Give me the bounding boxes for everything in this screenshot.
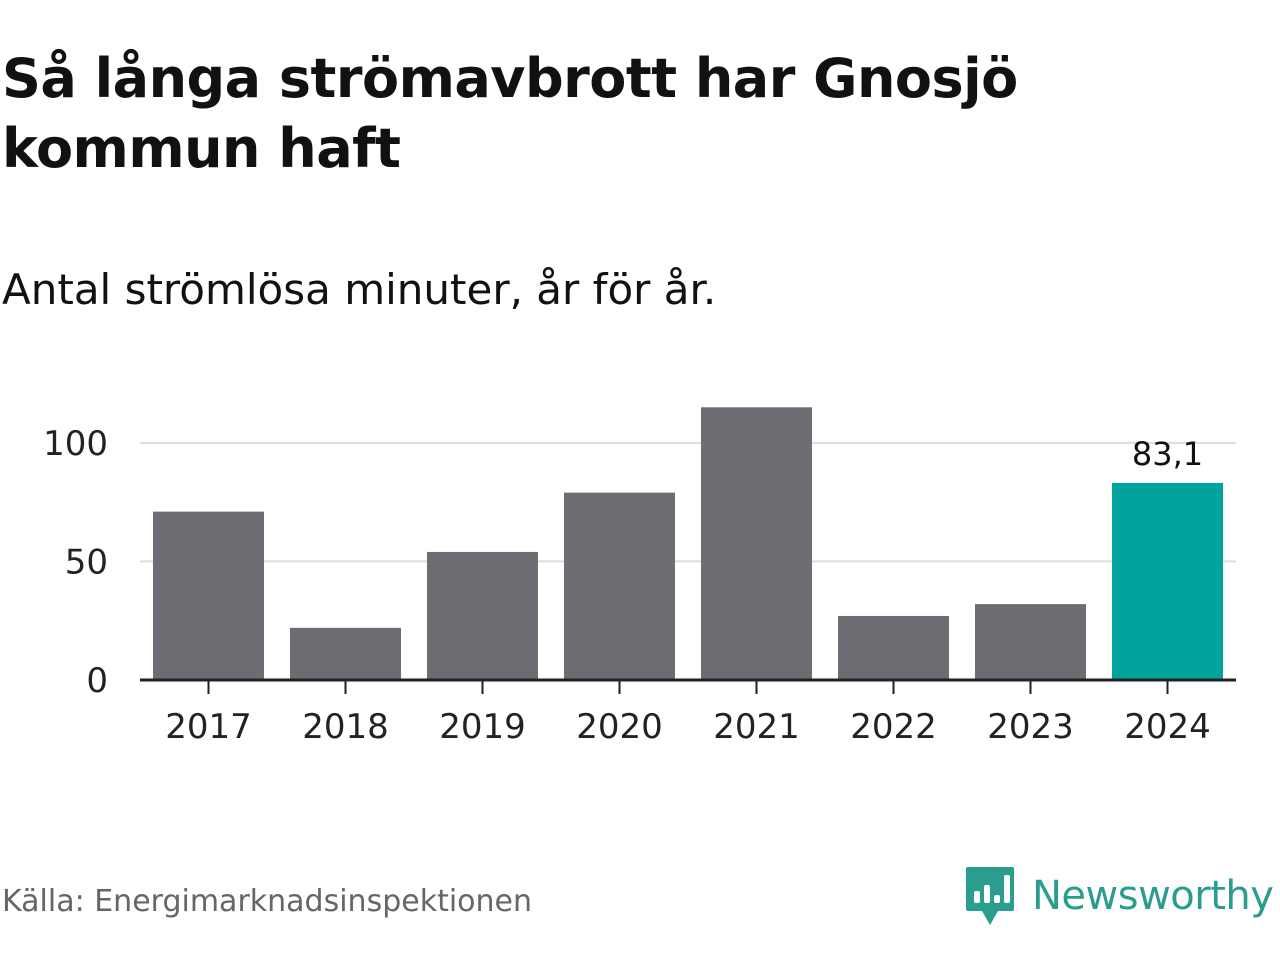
data-label: 83,1 [1132, 435, 1203, 473]
bar-2020 [564, 492, 675, 680]
brand-name: Newsworthy [1032, 873, 1274, 919]
bar-2023 [975, 604, 1086, 680]
bars [153, 407, 1223, 680]
x-tick-label: 2022 [850, 707, 937, 747]
data-labels: 83,1 [1132, 435, 1203, 473]
source-note: Källa: Energimarknadsinspektionen [2, 884, 533, 919]
brand-logo: Newsworthy [964, 864, 1274, 928]
bar-2024 [1112, 482, 1223, 680]
bar-2017 [153, 511, 264, 680]
bar-2019 [427, 551, 538, 680]
x-tick-label: 2023 [987, 707, 1074, 747]
x-tick-label: 2024 [1124, 707, 1211, 747]
y-tick-label: 100 [43, 424, 108, 464]
x-tick-label: 2020 [576, 707, 663, 747]
y-tick-label: 50 [65, 542, 108, 582]
x-tick-label: 2021 [713, 707, 800, 747]
x-tick-label: 2019 [439, 707, 526, 747]
newsworthy-logo-icon [966, 867, 1014, 925]
x-tick-label: 2018 [302, 707, 389, 747]
bar-2022 [838, 615, 949, 680]
x-axis: 2017 2018 2019 2020 2021 2022 2023 2024 [140, 678, 1236, 747]
bar-2018 [290, 627, 401, 680]
y-tick-label: 0 [86, 661, 108, 701]
gridlines: 0 50 100 [43, 424, 1236, 701]
x-tick-label: 2017 [165, 707, 252, 747]
chart-subtitle: Antal strömlösa minuter, år för år. [2, 265, 717, 314]
chart-title: Så långa strömavbrott har Gnosjö kommun … [2, 47, 1018, 180]
bar-2021 [701, 407, 812, 680]
